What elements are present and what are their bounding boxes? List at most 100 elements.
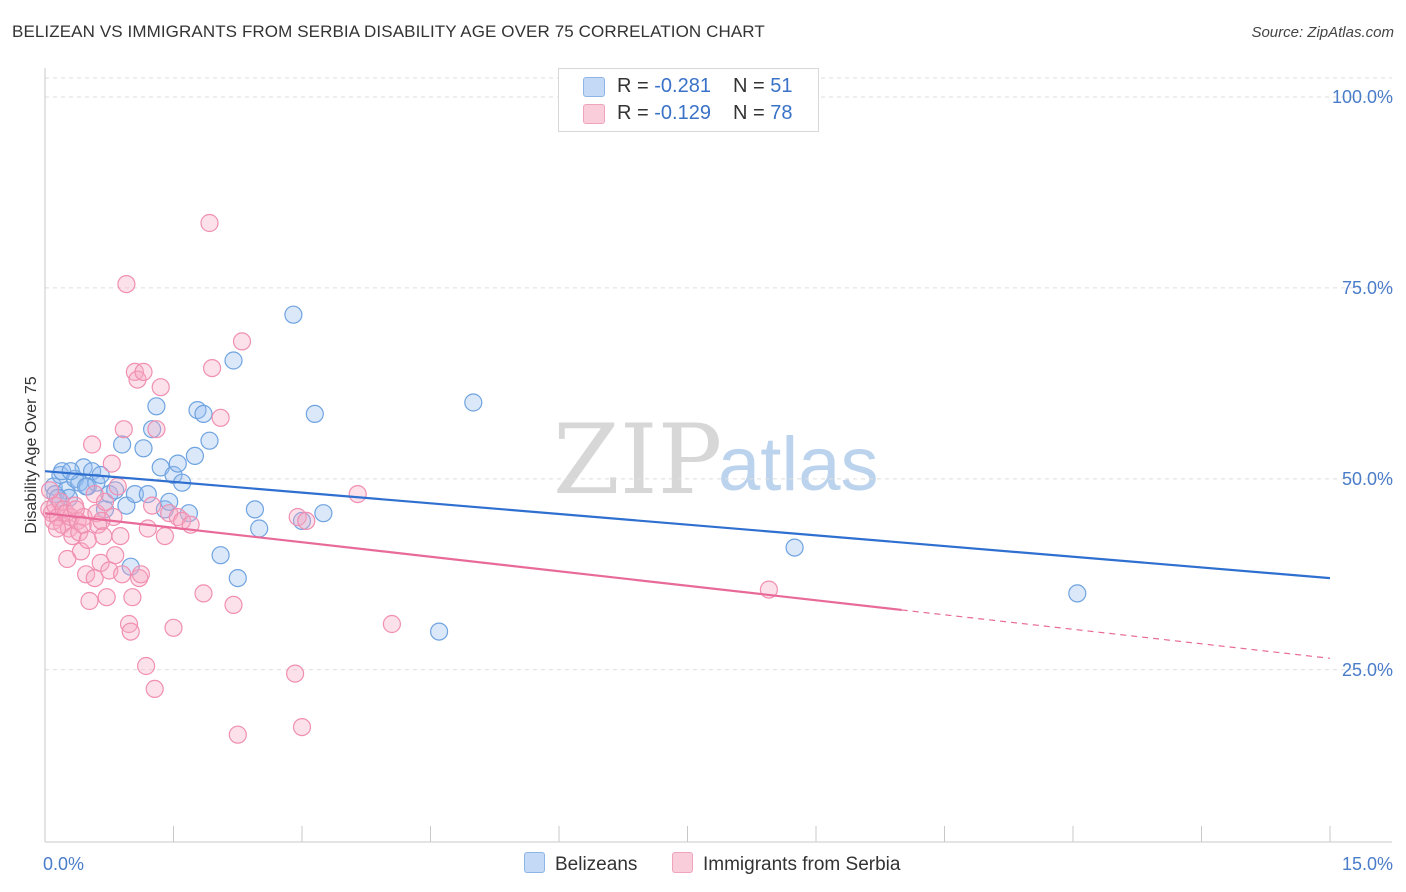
serbia-point-68 [382,614,401,634]
serbia-point-29 [102,454,121,473]
serbia-point-33 [111,526,130,546]
belizeans-point-45 [1068,584,1087,603]
serbia-point-47 [143,496,162,515]
legend-n-serbia: N = 78 [733,102,793,125]
serbia-point-44 [134,362,153,381]
belizeans-point-27 [168,454,187,473]
gridlines [45,77,1392,671]
bottom-swatch-serbia [672,852,693,873]
serbia-trend-extension [901,609,1331,659]
belizeans-point-41 [314,504,333,523]
serbia-point-72 [58,549,77,569]
serbia-point-25 [94,526,113,546]
watermark-atlas: atlas [718,422,879,507]
belizeans-point-31 [194,404,213,423]
legend-n-label: N = [733,75,771,97]
x-tick-label-min: 0.0% [43,854,84,874]
belizeans-point-42 [464,393,483,412]
serbia-point-27 [97,588,116,607]
serbia-point-64 [286,664,305,683]
serbia-point-58 [203,359,222,378]
serbia-point-66 [297,511,316,531]
belizeans-point-34 [224,351,243,370]
serbia-point-57 [200,213,219,233]
legend-n-label: N = [733,102,771,124]
bottom-swatch-belizeans [524,852,545,873]
tick-labels: 25.0% 50.0% 75.0% 100.0% 0.0% 15.0% [43,87,1393,874]
belizeans-point-21 [143,420,162,439]
belizeans-point-44 [785,538,804,557]
belizeans-point-37 [250,519,269,538]
y-tick-label: 100.0% [1332,87,1393,107]
trend-lines [44,470,1331,659]
serbia-point-50 [151,378,170,397]
serbia-point-74 [85,485,104,504]
serbia-point-77 [66,500,85,519]
serbia-point-45 [137,656,156,676]
belizeans-point-47 [61,462,80,481]
bottom-legend-label-belizeans: Belizeans [555,854,638,875]
serbia-point-43 [131,565,150,584]
belizeans-point-20 [134,439,153,458]
serbia-point-67 [348,485,367,504]
belizeans-point-35 [228,568,247,588]
belizeans-point-33 [211,546,230,565]
serbia-point-48 [145,679,164,699]
serbia-point-26 [95,492,115,511]
serbia-point-61 [232,332,252,351]
belizeans-point-19 [125,485,144,504]
serbia-point-17 [76,565,96,584]
correlation-legend: R = -0.281 N = 51 R = -0.129 N = 78 [558,68,819,132]
serbia-point-15 [71,542,91,561]
serbia-trend-line [44,512,902,612]
belizeans-point-40 [305,404,324,423]
serbia-point-60 [224,595,243,615]
serbia-point-73 [73,515,92,534]
serbia-point-35 [114,420,133,439]
belizeans-point-36 [245,500,264,519]
serbia-point-56 [194,584,213,603]
y-tick-label: 50.0% [1342,469,1393,489]
serbia-point-36 [117,275,136,294]
axes [44,68,1392,843]
watermark-zip: ZIP [553,404,722,516]
serbia-point-59 [211,408,230,427]
serbia-point-46 [138,519,157,538]
legend-r-value: -0.129 [654,102,711,124]
serbia-point-38 [121,622,140,641]
legend-swatch-belizeans [583,77,605,97]
serbia-point-39 [123,588,142,607]
serbia-point-62 [228,725,247,744]
legend-r-label: R = [617,102,655,124]
serbia-point-18 [78,530,97,550]
bottom-legend-label-serbia: Immigrants from Serbia [703,854,901,875]
y-tick-label: 25.0% [1342,660,1393,680]
legend-swatch-serbia [583,104,605,124]
serbia-point-70 [40,481,60,500]
legend-r-label: R = [617,75,655,97]
bottom-legend-belizeans: Belizeans [524,852,637,876]
belizeans-point-43 [430,622,449,641]
serbia-point-65 [292,717,312,737]
serbia-point-49 [147,420,166,439]
belizeans-point-50 [179,504,198,523]
serbia-point-37 [119,614,139,634]
belizeans-point-22 [147,397,166,416]
belizeans-point-16 [112,435,132,454]
legend-r-value: -0.281 [654,75,711,97]
serbia-point-19 [80,591,99,611]
bottom-legend-serbia: Immigrants from Serbia [672,852,900,876]
legend-n-belizeans: N = 51 [733,75,793,98]
legend-n-value: 51 [770,75,793,97]
serbia-point-20 [82,435,102,454]
chart-title: BELIZEAN VS IMMIGRANTS FROM SERBIA DISAB… [12,22,765,41]
serbia-point-53 [164,618,183,637]
belizeans-point-49 [138,485,157,504]
data-points [40,213,1087,744]
source-credit: Source: ZipAtlas.com [1251,24,1394,41]
legend-n-value: 78 [770,102,793,124]
legend-r-belizeans: R = -0.281 [617,75,711,98]
serbia-point-34 [112,565,132,584]
serbia-point-71 [47,519,67,538]
